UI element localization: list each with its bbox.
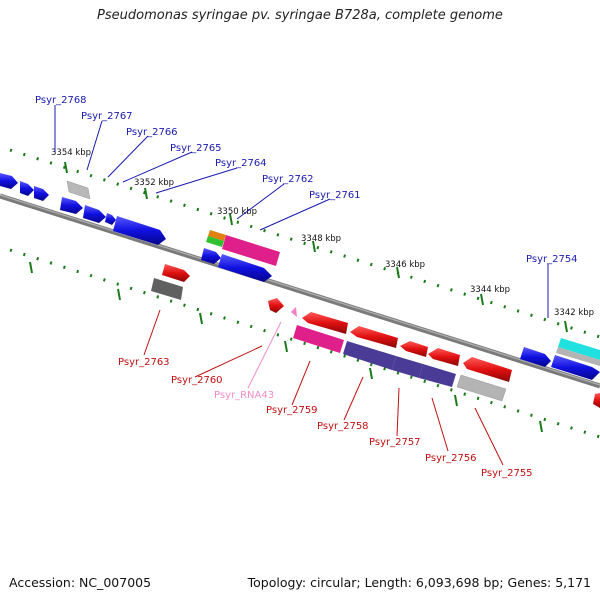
label-psyr-2763: Psyr_2763 <box>118 357 170 368</box>
gene-psyr-2760[interactable] <box>268 298 284 313</box>
gene-psyr-2768[interactable] <box>0 173 18 189</box>
gene-psyr-2759[interactable] <box>293 325 344 353</box>
genome-backbone <box>0 193 600 389</box>
gene-row-lower-left-blue[interactable] <box>60 197 166 245</box>
label-psyr-2765: Psyr_2765 <box>170 143 222 154</box>
tick-label-3348: 3348 kbp <box>301 234 341 244</box>
gene-psyr-2763[interactable] <box>162 264 190 282</box>
tick-label-3346: 3346 kbp <box>385 260 425 270</box>
label-psyr-2762: Psyr_2762 <box>262 174 314 185</box>
label-psyr-2756: Psyr_2756 <box>425 453 477 464</box>
gene-upper-small-1[interactable] <box>20 181 34 196</box>
label-psyr-2768: Psyr_2768 <box>35 95 87 106</box>
gene-psyr-2761[interactable] <box>218 254 272 282</box>
label-psyr-2758: Psyr_2758 <box>317 421 369 432</box>
gene-psyr-2767[interactable] <box>66 180 91 200</box>
gene-right-red[interactable] <box>593 393 600 408</box>
gene-right-blue-1[interactable] <box>520 347 551 367</box>
gene-right-blue-2[interactable] <box>551 355 600 380</box>
gene-psyr-2754[interactable] <box>558 338 600 360</box>
gene-right-grey[interactable] <box>556 347 600 366</box>
gene-psyr-2757[interactable] <box>392 356 423 378</box>
gene-psyr-2764[interactable] <box>206 230 280 266</box>
label-psyr-2766: Psyr_2766 <box>126 127 178 138</box>
tick-label-3354: 3354 kbp <box>51 148 91 158</box>
label-psyr-2760: Psyr_2760 <box>171 375 223 386</box>
gene-dark-grey[interactable] <box>151 278 183 300</box>
map-title: Pseudomonas syringae pv. syringae B728a,… <box>97 8 503 23</box>
label-psyr-rna43: Psyr_RNA43 <box>214 390 274 401</box>
gene-psyr-2762[interactable] <box>201 248 221 264</box>
tick-label-3342: 3342 kbp <box>554 308 594 318</box>
tick-label-3344: 3344 kbp <box>470 285 510 295</box>
label-psyr-2755: Psyr_2755 <box>481 468 533 479</box>
label-psyr-2761: Psyr_2761 <box>309 190 361 201</box>
gene-row-reverse-red[interactable] <box>302 312 512 382</box>
genome-summary-text: Topology: circular; Length: 6,093,698 bp… <box>247 575 591 590</box>
label-psyr-2764: Psyr_2764 <box>215 158 267 169</box>
label-psyr-2759: Psyr_2759 <box>266 405 318 416</box>
gene-psyr-2758[interactable] <box>343 341 396 370</box>
gene-psyr-2755[interactable] <box>456 374 507 402</box>
rna-psyr-rna43[interactable] <box>291 307 297 317</box>
lower-scale-track <box>9 248 600 439</box>
gene-psyr-2756[interactable] <box>419 364 456 387</box>
accession-text: Accession: NC_007005 <box>9 575 152 590</box>
label-psyr-2767: Psyr_2767 <box>81 111 133 122</box>
tick-label-3350: 3350 kbp <box>217 207 257 217</box>
upper-scale-track <box>9 148 600 339</box>
gene-upper-small-2[interactable] <box>34 186 49 201</box>
label-psyr-2757: Psyr_2757 <box>369 437 421 448</box>
label-psyr-2754: Psyr_2754 <box>526 254 578 265</box>
tick-label-3352: 3352 kbp <box>134 178 174 188</box>
